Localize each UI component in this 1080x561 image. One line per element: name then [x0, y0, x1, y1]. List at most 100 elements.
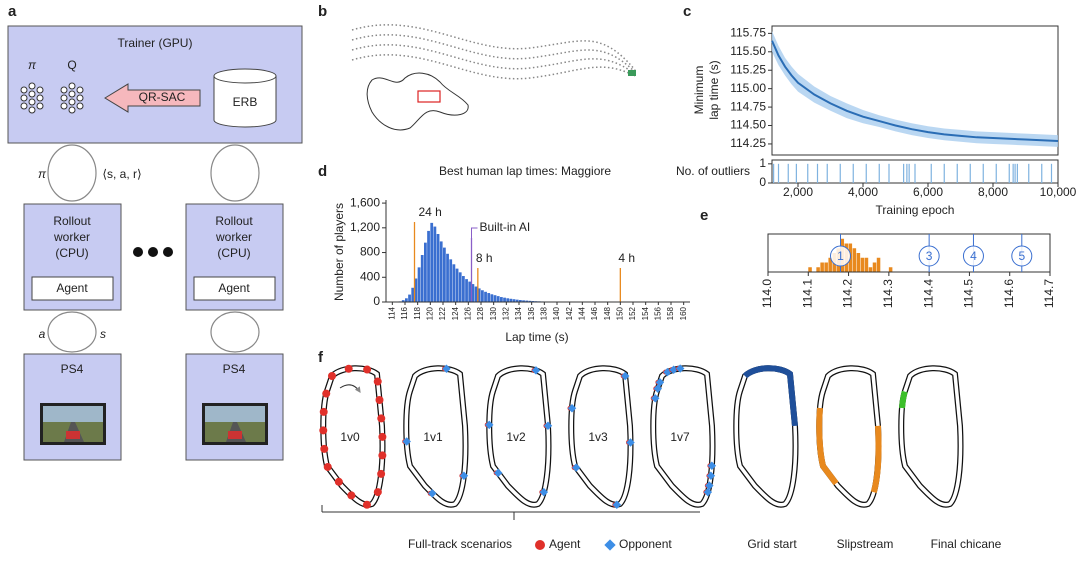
loop — [47, 311, 97, 353]
track — [816, 365, 882, 508]
x-tick-label: 118 — [413, 306, 422, 319]
buffer — [213, 76, 277, 128]
track: 1v1 — [402, 364, 469, 508]
bar — [462, 276, 465, 302]
neuron — [28, 98, 36, 106]
bar — [515, 299, 519, 302]
bar — [860, 257, 865, 272]
panel-label: f — [318, 349, 324, 366]
bar — [522, 300, 525, 302]
y-tick-label: 0 — [373, 294, 380, 308]
loop — [210, 144, 260, 202]
loop — [210, 311, 260, 353]
outlier-label: No. of outliers — [676, 164, 750, 178]
direction-arrow — [339, 384, 361, 393]
track: 1v0 — [319, 364, 387, 509]
highlight — [733, 365, 799, 508]
y-tick-label: 0 — [759, 175, 766, 189]
x-axis-label: Training epoch — [876, 203, 955, 217]
bar — [888, 267, 893, 272]
spread-band — [772, 31, 1058, 147]
bar — [808, 267, 812, 272]
screen-sky — [205, 406, 265, 422]
buffer-label: ERB — [233, 95, 258, 109]
bar — [443, 247, 446, 302]
x-tick-label: 114.3 — [881, 279, 895, 308]
x-tick-label: 158 — [666, 306, 675, 320]
bar — [433, 226, 437, 302]
bar — [509, 298, 513, 302]
marker-label: 5 — [1018, 249, 1025, 263]
annotation-bracket — [471, 227, 478, 238]
x-tick-label: 2,000 — [783, 185, 813, 199]
scenario-label: 1v1 — [423, 430, 443, 444]
bar — [864, 257, 869, 272]
x-tick-label: 114.7 — [1042, 279, 1056, 308]
bar — [452, 264, 456, 302]
panel-label: a — [8, 3, 17, 20]
agent-marker — [319, 407, 328, 416]
x-tick-label: 150 — [615, 306, 624, 320]
x-tick-label: 114.2 — [841, 279, 855, 308]
networks — [20, 82, 84, 114]
circuit-map — [366, 72, 469, 131]
worker-label: (CPU) — [217, 246, 250, 260]
x-tick-label: 128 — [476, 306, 485, 320]
neuron — [76, 102, 84, 110]
bar — [439, 241, 443, 302]
agent-marker — [323, 462, 332, 471]
track-surface — [651, 366, 715, 507]
bar — [852, 248, 857, 272]
x-tick-label: 4,000 — [848, 185, 878, 199]
bar — [519, 300, 522, 302]
loop — [47, 144, 97, 202]
marker-label: 1 — [837, 249, 844, 263]
neuron — [68, 82, 76, 90]
link-label: π — [38, 167, 47, 181]
y-axis-label: lap time (s) — [707, 60, 721, 119]
neuron — [68, 106, 76, 114]
agent-marker — [328, 372, 336, 380]
marker-label: 4 — [970, 249, 977, 263]
panel-b — [351, 24, 636, 131]
agent-marker — [362, 500, 371, 509]
y-tick-label: 400 — [360, 269, 380, 283]
panel-label: b — [318, 3, 327, 20]
highlight — [816, 365, 882, 508]
bar — [420, 255, 424, 302]
y-axis-label: Number of players — [332, 203, 346, 301]
x-tick-label: 154 — [641, 306, 650, 320]
track-edge — [733, 365, 799, 508]
console-label: PS4 — [223, 362, 246, 376]
bar — [471, 284, 475, 302]
opponent-marker — [705, 481, 714, 490]
x-tick-label: 124 — [451, 306, 460, 320]
scenario-label: 1v2 — [506, 430, 526, 444]
neuron — [20, 102, 28, 110]
bar — [856, 253, 861, 272]
bar — [417, 267, 421, 302]
bar — [430, 222, 434, 302]
x-tick-label: 8,000 — [978, 185, 1008, 199]
x-axis-label: Lap time (s) — [505, 330, 568, 344]
bar — [405, 298, 408, 302]
agent-label: Agent — [218, 281, 250, 295]
algorithm-label: QR-SAC — [139, 90, 186, 104]
neuron — [20, 86, 28, 94]
bar — [528, 300, 532, 302]
agent-marker — [377, 469, 386, 478]
agent-marker — [377, 414, 386, 423]
bar — [427, 230, 430, 302]
marker — [830, 245, 852, 267]
neuron — [60, 94, 68, 102]
y-tick-label: 115.25 — [730, 62, 766, 76]
agent-marker — [344, 364, 353, 373]
legend-title: Full-track scenarios — [408, 537, 512, 551]
screen-car — [66, 431, 80, 439]
bar — [449, 259, 453, 302]
x-tick-label: 114.1 — [800, 279, 814, 308]
y-tick-label: 115.00 — [730, 81, 766, 95]
annotation-label: 4 h — [618, 251, 635, 265]
trajectory — [351, 54, 636, 80]
worker-label: (CPU) — [55, 246, 88, 260]
